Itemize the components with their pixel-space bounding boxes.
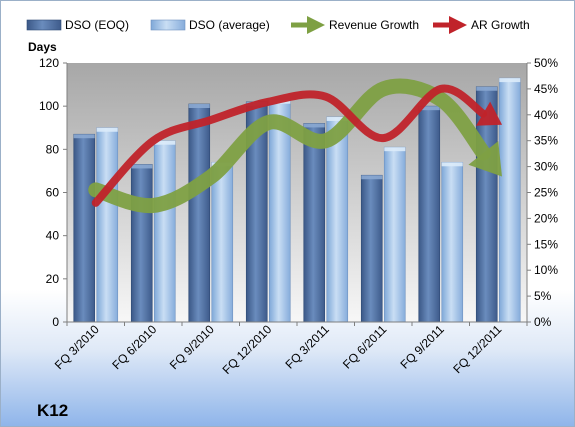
x-tick-label: FQ 12/2011 xyxy=(450,322,504,376)
line-ar-growth xyxy=(91,84,488,207)
bar-dso-eoq-cap xyxy=(73,134,95,139)
legend-arrowhead-ar-growth xyxy=(449,16,467,34)
arrowhead-ar-growth xyxy=(475,101,503,126)
bar-dso-eoq-cap xyxy=(361,175,383,180)
bar-dso-eoq-cap xyxy=(188,104,210,109)
y2-tick-label: 15% xyxy=(534,237,558,251)
bar-dso-eoq-cap xyxy=(131,164,153,169)
bar-dso-average-cap xyxy=(154,140,176,145)
x-tick-label: FQ 6/2011 xyxy=(340,322,390,372)
legend-label-dso-average: DSO (average) xyxy=(189,18,270,32)
bar-dso-eoq xyxy=(188,103,211,323)
bar-dso-average-cap xyxy=(499,78,521,83)
legend-label-ar-growth: AR Growth xyxy=(471,18,530,32)
x-tick-label: FQ 3/2010 xyxy=(52,322,102,372)
y2-tick-label: 40% xyxy=(534,108,558,122)
bar-dso-average xyxy=(211,161,234,323)
y2-tick-label: 30% xyxy=(534,160,558,174)
x-tick-label: FQ 12/2010 xyxy=(220,322,275,377)
y2-tick-label: 10% xyxy=(534,263,558,277)
y-tick-label: 80 xyxy=(46,142,60,156)
x-tick-label: FQ 9/2010 xyxy=(167,322,217,372)
legend-item-dso-eoq: DSO (EOQ) xyxy=(26,18,129,32)
arrowhead-revenue-growth xyxy=(468,141,502,177)
legend-swatch-dso-eoq xyxy=(26,19,62,31)
bar-dso-eoq xyxy=(360,174,383,323)
y-tick-label: 120 xyxy=(39,56,59,70)
legend-arrowhead-revenue-growth xyxy=(307,16,325,34)
company-label: K12 xyxy=(37,401,68,420)
bar-dso-average xyxy=(96,127,119,323)
bar-dso-eoq xyxy=(73,133,96,323)
y2-tick-label: 25% xyxy=(534,186,558,200)
legend-item-ar-growth: AR Growth xyxy=(433,16,530,34)
bar-dso-eoq xyxy=(130,164,153,323)
x-tick-label: FQ 9/2011 xyxy=(398,322,448,372)
x-tick-label: FQ 6/2010 xyxy=(109,322,159,372)
bar-dso-eoq xyxy=(303,123,326,323)
bar-dso-eoq-cap xyxy=(303,123,325,128)
bar-dso-average xyxy=(153,140,176,323)
bar-dso-average xyxy=(383,146,406,323)
y-axis-label: Days xyxy=(28,40,57,54)
y2-tick-label: 0% xyxy=(534,315,552,329)
legend-label-revenue-growth: Revenue Growth xyxy=(329,18,419,32)
y-tick-label: 60 xyxy=(46,186,60,200)
y-tick-label: 100 xyxy=(39,99,59,113)
legend-swatch-dso-average xyxy=(150,19,186,31)
bar-dso-average xyxy=(441,161,464,323)
bar-dso-eoq xyxy=(418,105,441,323)
legend-label-dso-eoq: DSO (EOQ) xyxy=(65,18,129,32)
y2-tick-label: 45% xyxy=(534,82,558,96)
y2-axis-ticks: 0% 5% 10% 15% 20% 25% 30% 35% 40% 45% 50% xyxy=(527,56,558,329)
y2-tick-label: 50% xyxy=(534,56,558,70)
y2-tick-label: 20% xyxy=(534,211,558,225)
bar-dso-average-cap xyxy=(326,116,348,121)
bar-dso-eoq-cap xyxy=(418,106,440,111)
bar-dso-average-cap xyxy=(384,147,406,152)
bar-dso-average xyxy=(498,77,521,323)
legend: DSO (EOQ) DSO (average) Revenue Growth A… xyxy=(26,16,530,34)
legend-item-dso-average: DSO (average) xyxy=(150,18,270,32)
bar-dso-average-cap xyxy=(441,162,463,167)
legend-item-revenue-growth: Revenue Growth xyxy=(291,16,419,34)
bar-dso-average xyxy=(326,116,349,323)
y2-tick-label: 35% xyxy=(534,134,558,148)
y-axis-ticks: 0 20 40 60 80 100 120 xyxy=(39,56,67,329)
bar-dso-eoq-cap xyxy=(476,86,498,91)
x-axis-ticks: FQ 3/2010 FQ 6/2010 FQ 9/2010 FQ 12/2010 FQ … xyxy=(52,322,528,377)
bar-dso-average-cap xyxy=(96,127,118,132)
y2-tick-label: 5% xyxy=(534,289,552,303)
y-tick-label: 0 xyxy=(52,315,59,329)
y-tick-label: 40 xyxy=(46,229,60,243)
lines-layer xyxy=(88,78,503,214)
y-tick-label: 20 xyxy=(46,272,60,286)
x-tick-label: FQ 3/2011 xyxy=(283,322,333,372)
bars-layer xyxy=(73,77,521,323)
